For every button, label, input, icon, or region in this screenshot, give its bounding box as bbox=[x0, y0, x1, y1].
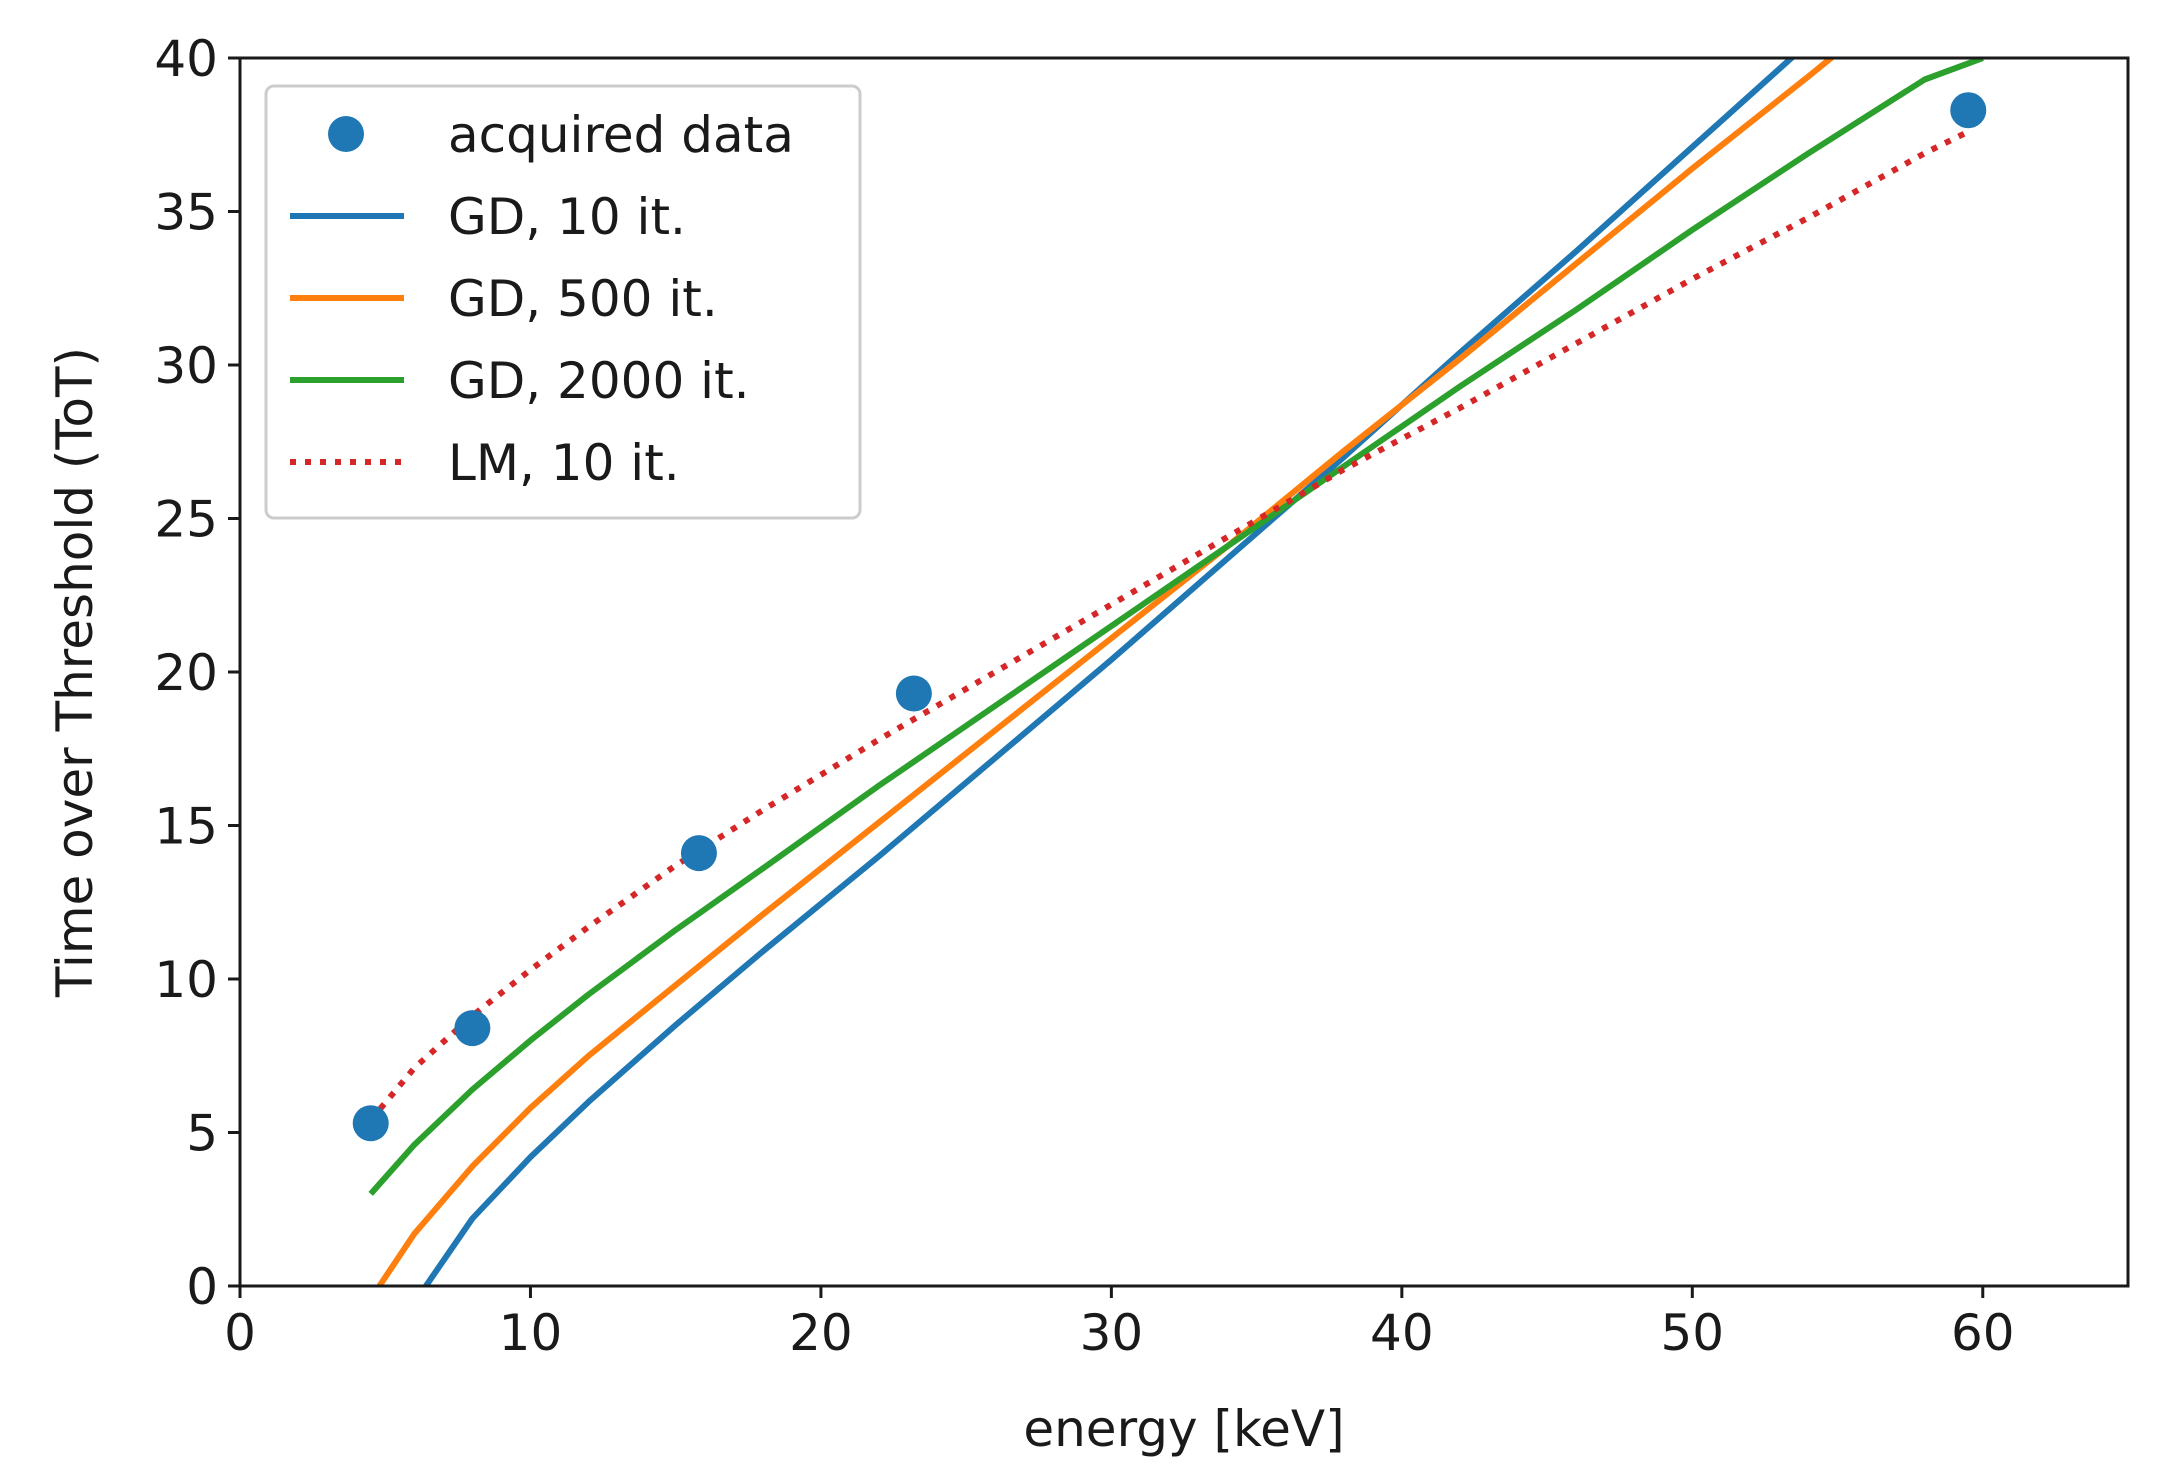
legend-label: acquired data bbox=[448, 106, 794, 164]
data-point bbox=[352, 1105, 389, 1142]
x-tick-label: 40 bbox=[1370, 1304, 1434, 1362]
series-line-1 bbox=[423, 58, 1796, 1286]
data-point bbox=[1950, 92, 1987, 129]
legend-box bbox=[264, 84, 862, 520]
x-tick-label: 0 bbox=[224, 1304, 256, 1362]
y-tick-label: 40 bbox=[154, 30, 218, 88]
y-tick-label: 10 bbox=[154, 951, 218, 1009]
y-tick-label: 30 bbox=[154, 337, 218, 395]
legend-label: GD, 500 it. bbox=[448, 270, 718, 328]
y-tick-label: 25 bbox=[154, 491, 218, 549]
y-tick-label: 0 bbox=[186, 1258, 218, 1316]
data-point bbox=[454, 1010, 491, 1047]
legend-label: LM, 10 it. bbox=[448, 434, 680, 492]
y-tick-label: 20 bbox=[154, 644, 218, 702]
legend-label: GD, 10 it. bbox=[448, 188, 686, 246]
x-tick-label: 30 bbox=[1080, 1304, 1144, 1362]
series-line-2 bbox=[376, 58, 1836, 1286]
y-axis-label: Time over Threshold (ToT) bbox=[46, 347, 104, 998]
legend-marker bbox=[328, 116, 364, 152]
x-tick-label: 60 bbox=[1951, 1304, 2015, 1362]
y-tick-label: 15 bbox=[154, 798, 218, 856]
series-layer bbox=[368, 58, 1984, 1286]
legend-label: GD, 2000 it. bbox=[448, 352, 750, 410]
series-line-3 bbox=[368, 58, 1984, 1196]
y-tick-label: 5 bbox=[186, 1105, 218, 1163]
points-layer bbox=[352, 92, 1987, 1142]
x-tick-label: 20 bbox=[789, 1304, 853, 1362]
legend: acquired data GD, 10 it. GD, 500 it. GD, 20… bbox=[264, 84, 862, 520]
y-tick-label: 35 bbox=[154, 184, 218, 242]
x-tick-label: 10 bbox=[499, 1304, 563, 1362]
x-tick-label: 50 bbox=[1660, 1304, 1724, 1362]
x-axis-ticks: 0 10 20 30 40 50 60 bbox=[224, 1286, 2015, 1362]
x-axis-label: energy [keV] bbox=[1023, 1400, 1344, 1458]
data-point bbox=[895, 675, 932, 712]
data-point bbox=[680, 835, 717, 872]
y-axis-ticks: 0 5 10 15 20 25 30 35 40 bbox=[154, 30, 240, 1316]
series-line-4 bbox=[368, 129, 1970, 1123]
